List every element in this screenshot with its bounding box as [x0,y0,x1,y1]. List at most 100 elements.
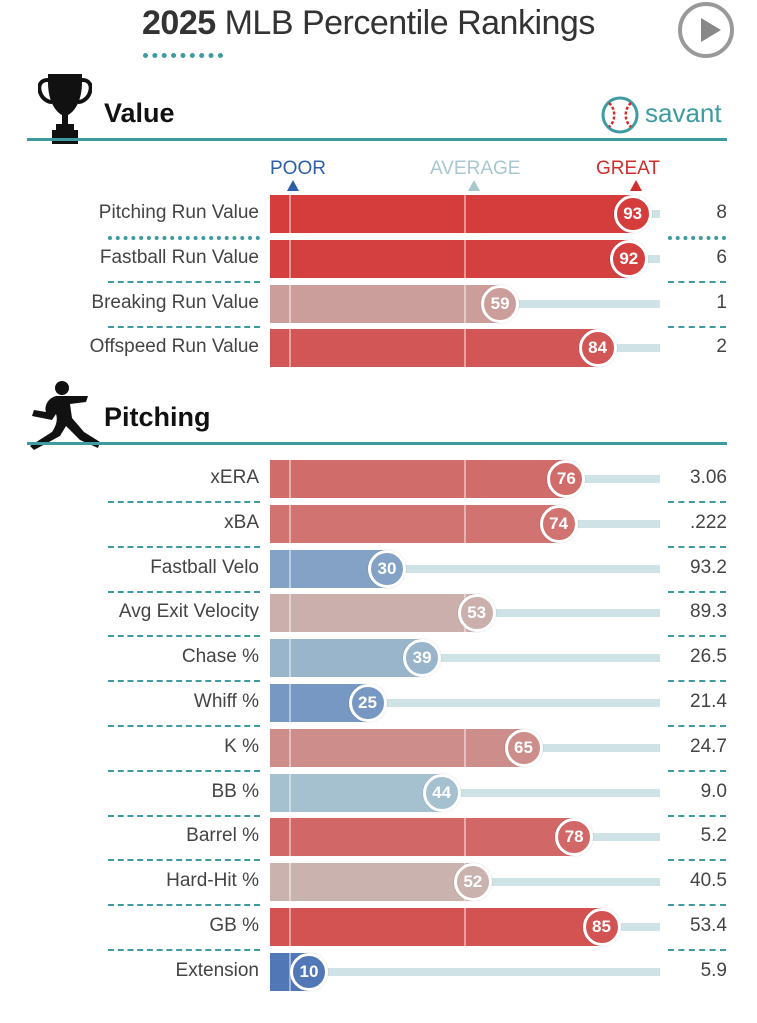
row-separator-right [668,635,726,638]
row-separator-left [108,725,260,727]
metric-value: 5.2 [700,825,727,847]
percentile-bar [270,329,598,368]
baseball-icon [600,95,640,140]
metric-label: Offspeed Run Value [89,336,259,358]
great-marker-icon [630,180,642,191]
bar-gridline [288,908,291,946]
row-separator-left [108,501,260,503]
metric-label: K % [224,735,259,757]
metric-label: xERA [210,467,259,488]
bar-gridline [464,284,466,323]
bar-track [270,699,660,707]
bar-gridline [464,460,466,498]
bar-gridline [288,773,291,812]
title-year: 2025 [142,4,216,42]
bar-gridline [464,195,466,233]
metric-label: Fastball Velo [150,556,259,578]
row-separator-right [668,904,726,907]
metric-label: Fastball Run Value [99,246,259,268]
row-separator-left [108,236,260,240]
play-button[interactable] [678,2,734,58]
row-separator-right [668,725,726,727]
metric-value: 21.4 [690,691,727,712]
percentile-circle: 10 [290,952,328,991]
metric-value: 24.7 [690,735,727,757]
metric-value: 26.5 [690,646,727,668]
bar-gridline [464,239,466,278]
percentile-bar [270,549,387,588]
metric-value: 53.4 [690,915,727,936]
row-separator-right [668,949,726,951]
row-separator-right [668,280,726,283]
percentile-circle: 78 [555,818,594,857]
percentile-bar [270,594,477,633]
percentile-circle: 93 [613,195,652,233]
row-separator-left [108,325,260,328]
metric-value: 93.2 [690,556,727,578]
metric-label: Avg Exit Velocity [118,601,259,623]
bar-gridline [464,818,466,857]
pitcher-icon [26,380,104,457]
percentile-circle: 76 [547,460,586,498]
pitching-section-title: Pitching [104,402,211,432]
title-underline [143,53,223,58]
metric-value: 40.5 [690,870,727,892]
poor-marker-icon [287,180,299,191]
page-title: 2025 MLB Percentile Rankings [142,4,595,43]
row-separator-right [668,236,726,240]
row-separator-right [668,501,726,503]
row-separator-right [668,325,726,328]
bar-gridline [288,684,291,722]
percentile-circle: 65 [504,728,543,767]
metric-value: 5.9 [700,959,727,981]
row-separator-right [668,545,726,548]
bar-gridline [288,952,291,991]
bar-gridline [288,549,291,588]
row-separator-left [108,859,260,862]
bar-gridline [464,504,466,543]
bar-gridline [288,504,291,543]
row-separator-left [108,590,260,593]
bar-gridline [464,908,466,946]
bar-gridline [288,818,291,857]
row-separator-left [108,680,260,683]
bar-track [270,967,660,976]
metric-label: Hard-Hit % [166,870,259,892]
percentile-bar [270,908,602,946]
row-separator-left [108,814,260,817]
row-separator-left [108,769,260,772]
percentile-bar [270,239,629,278]
metric-value: 1 [716,291,727,313]
percentile-circle: 92 [609,239,648,278]
metric-label: Pitching Run Value [98,202,259,223]
row-separator-right [668,769,726,772]
bar-track [270,788,660,797]
bar-gridline [288,594,291,633]
scale-poor-label: POOR [270,158,326,179]
metric-label: Chase % [181,646,259,668]
scale-average-label: AVERAGE [430,158,521,179]
value-section-title: Value [104,98,175,128]
percentile-circle: 52 [453,863,492,902]
percentile-bar [270,460,567,498]
row-separator-left [108,635,260,638]
bar-gridline [288,728,291,767]
percentile-circle: 30 [368,549,406,588]
percentile-bar [270,284,501,323]
metric-label: Extension [175,959,259,981]
metric-label: Whiff % [193,691,259,712]
metric-value: 3.06 [690,467,727,488]
bar-gridline [288,460,291,498]
metric-value: 2 [716,336,727,358]
trophy-icon [37,72,93,151]
metric-value: .222 [690,511,727,533]
bar-gridline [288,239,291,278]
pitching-section-rule [27,442,727,445]
bar-track [270,564,660,573]
metric-label: xBA [224,511,259,533]
savant-brand[interactable]: savant [645,98,722,128]
row-separator-left [108,280,260,283]
bar-gridline [464,329,466,368]
percentile-circle: 59 [481,284,520,323]
percentile-circle: 85 [582,908,621,946]
